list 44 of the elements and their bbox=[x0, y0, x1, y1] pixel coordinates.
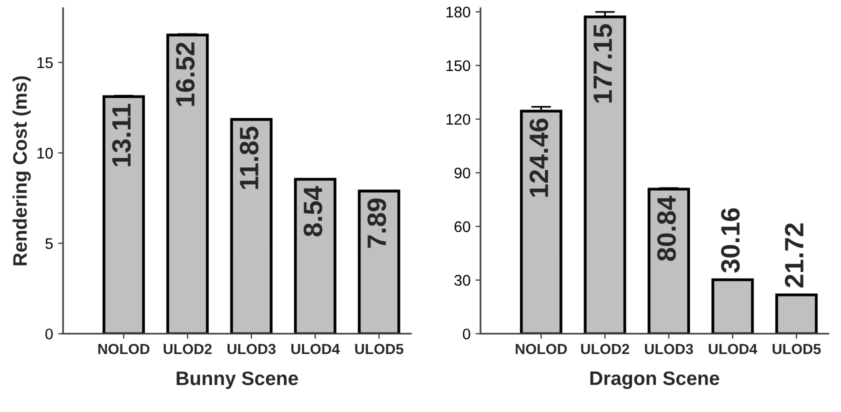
data-label: 8.54 bbox=[304, 186, 322, 236]
x-tick-label: ULOD3 bbox=[644, 344, 693, 354]
y-tick-label: 5 bbox=[45, 238, 53, 249]
bar bbox=[166, 34, 209, 334]
y-tick-label: 180 bbox=[446, 6, 470, 18]
x-tick-label: NOLOD bbox=[516, 344, 567, 354]
bar bbox=[648, 188, 690, 334]
bar bbox=[294, 178, 336, 334]
x-tick-label: ULOD2 bbox=[581, 344, 630, 354]
data-label: 16.52 bbox=[176, 42, 195, 106]
x-axis-title: Dragon Scene bbox=[590, 371, 720, 390]
bar bbox=[711, 278, 754, 334]
x-tick-label: ULOD2 bbox=[164, 344, 212, 354]
y-tick-label: 0 bbox=[45, 328, 53, 340]
data-label: 7.89 bbox=[367, 198, 386, 248]
bar bbox=[358, 190, 400, 334]
bar bbox=[584, 16, 626, 334]
y-tick-label: 150 bbox=[446, 60, 470, 72]
y-tick-label: 10 bbox=[38, 148, 53, 159]
y-tick-label: 120 bbox=[446, 114, 470, 125]
bar bbox=[520, 110, 562, 334]
data-label: 177.15 bbox=[594, 24, 612, 102]
data-label: 13.11 bbox=[112, 104, 131, 166]
y-tick-label: 30 bbox=[454, 274, 470, 286]
y-tick-label: 90 bbox=[454, 168, 470, 178]
bar bbox=[775, 293, 818, 334]
data-label: 21.72 bbox=[784, 223, 804, 288]
data-label: 30.16 bbox=[721, 208, 740, 273]
bar bbox=[102, 95, 145, 334]
x-tick-label: ULOD3 bbox=[228, 344, 276, 354]
x-tick-label: ULOD5 bbox=[772, 344, 821, 354]
y-tick-label: 60 bbox=[454, 221, 470, 232]
bar bbox=[230, 118, 273, 334]
data-label: 11.85 bbox=[240, 126, 258, 189]
x-tick-label: ULOD5 bbox=[355, 344, 404, 354]
y-tick-label: 15 bbox=[38, 58, 53, 68]
x-tick-label: ULOD4 bbox=[291, 344, 340, 354]
x-tick-label: ULOD4 bbox=[708, 344, 758, 354]
data-label: 124.46 bbox=[530, 118, 548, 197]
y-tick-label: 0 bbox=[462, 328, 470, 340]
data-label: 80.84 bbox=[657, 196, 676, 261]
x-axis-title: Bunny Scene bbox=[176, 371, 298, 390]
x-tick-label: NOLOD bbox=[98, 344, 150, 354]
y-axis-title: Rendering Cost (ms) bbox=[12, 76, 31, 266]
